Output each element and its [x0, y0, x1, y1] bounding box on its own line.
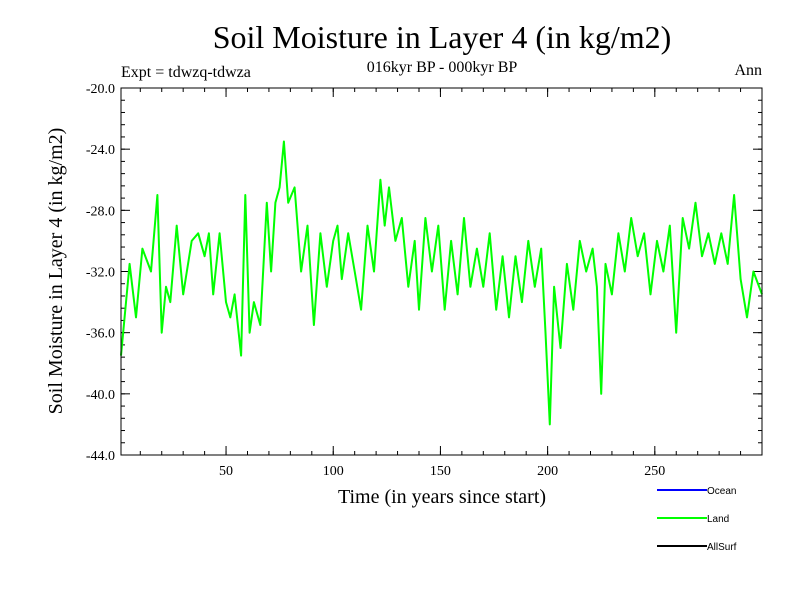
- y-tick-label: -28.0: [86, 204, 115, 219]
- y-axis-label: Soil Moisture in Layer 4 (in kg/m2): [45, 128, 67, 415]
- legend-land-label: Land: [707, 514, 729, 525]
- x-tick-label: 200: [537, 464, 558, 479]
- legend-ocean-label: Ocean: [707, 486, 736, 497]
- chart-title: Soil Moisture in Layer 4 (in kg/m2): [213, 19, 672, 55]
- x-axis-ticks: [139, 88, 742, 455]
- y-tick-label: -20.0: [86, 82, 115, 97]
- y-tick-label: -32.0: [86, 266, 115, 281]
- y-tick-label: -36.0: [86, 327, 115, 342]
- experiment-label: Expt = tdwzq-tdwza: [121, 64, 251, 81]
- x-tick-label: 150: [430, 464, 451, 479]
- chart-subtitle: 016kyr BP - 000kyr BP: [367, 59, 518, 76]
- y-tick-label: -44.0: [86, 449, 115, 464]
- y-tick-label: -24.0: [86, 143, 115, 158]
- x-axis-label: Time (in years since start): [338, 486, 546, 508]
- series-land-line: [120, 140, 763, 426]
- x-tick-label: 100: [323, 464, 344, 479]
- x-axis-tick-labels: 50 100 150 200 250: [219, 464, 665, 479]
- y-axis-tick-labels: -44.0 -40.0 -36.0 -32.0 -28.0 -24.0 -20.0: [86, 82, 115, 464]
- legend: Ocean Land AllSurf: [657, 486, 737, 553]
- y-tick-label: -40.0: [86, 388, 115, 403]
- x-tick-label: 50: [219, 464, 233, 479]
- x-tick-label: 250: [644, 464, 665, 479]
- legend-allsurf-label: AllSurf: [707, 542, 737, 553]
- plot-frame: [120, 87, 763, 456]
- season-label: Ann: [734, 62, 762, 79]
